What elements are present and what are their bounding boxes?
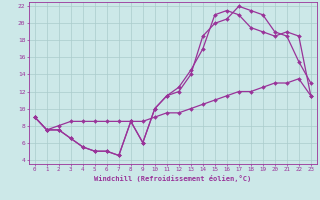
X-axis label: Windchill (Refroidissement éolien,°C): Windchill (Refroidissement éolien,°C) (94, 175, 252, 182)
